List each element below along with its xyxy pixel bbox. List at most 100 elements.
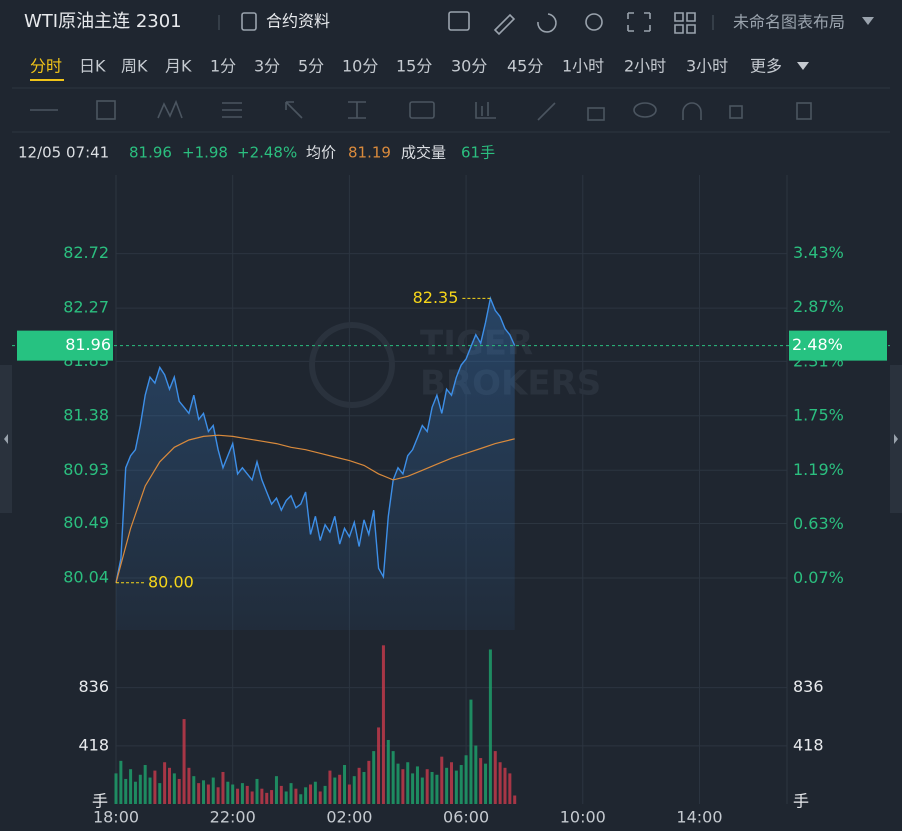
volume-bar [206, 784, 210, 804]
volume-bar [352, 776, 356, 804]
x-tick-label: 06:00 [443, 808, 489, 827]
y2-tick-label: 1.19% [793, 460, 844, 479]
volume-bar [143, 765, 147, 804]
volume-bar [202, 780, 206, 804]
timeframe-tab[interactable]: 2小时 [624, 57, 666, 76]
timeframe-tab[interactable]: 3小时 [686, 57, 728, 76]
y2-tick-label: 418 [793, 735, 824, 754]
volume-bar [133, 781, 137, 804]
volume-bar [440, 756, 444, 804]
volume-bar [367, 760, 371, 804]
info-volume: 61手 [461, 144, 495, 162]
y2-tick-label: 0.63% [793, 514, 844, 533]
timeframe-tab[interactable]: 日K [79, 57, 106, 76]
volume-bar [308, 784, 312, 804]
drawing-toolbar [30, 99, 812, 121]
timeframe-tab[interactable]: 周K [121, 57, 148, 76]
volume-bar [124, 778, 128, 804]
volume-bar [343, 765, 347, 804]
fullscreen-icon[interactable] [627, 12, 651, 32]
x-tick-label: 02:00 [326, 808, 372, 827]
rect-tool[interactable] [96, 100, 116, 120]
y-tick-label: 836 [78, 677, 109, 696]
volume-bar [163, 762, 167, 804]
timeframe-tab[interactable]: 1分 [210, 57, 236, 76]
dropdown-arrow[interactable] [862, 17, 874, 25]
average-line [115, 434, 515, 583]
delete-tool[interactable] [796, 102, 812, 120]
price-area [116, 298, 515, 630]
volume-bar [362, 771, 366, 804]
volume-bar [177, 778, 181, 804]
timeframe-tab[interactable]: 月K [165, 57, 192, 76]
volume-bar [396, 763, 400, 804]
volume-bar [377, 727, 381, 804]
active-underline [30, 79, 64, 81]
timeframe-tab[interactable]: 3分 [254, 57, 280, 76]
arrow-tool[interactable] [285, 101, 303, 119]
last-pct-label: 2.48% [792, 335, 843, 354]
measure-tool[interactable] [348, 101, 366, 119]
volume-bar [338, 774, 342, 804]
volume-bar [172, 773, 176, 804]
contract-info-button[interactable]: 合约资料 [241, 12, 330, 31]
more-arrow[interactable] [797, 62, 809, 70]
volume-bar [459, 765, 463, 804]
last-price-label: 81.96 [65, 335, 111, 354]
volume-bar [508, 773, 512, 804]
volume-bar [294, 788, 298, 804]
volume-bar [299, 794, 303, 804]
timeframe-tab[interactable]: 更多 [750, 57, 782, 76]
volume-bar [323, 785, 327, 804]
info-datetime: 12/05 07:41 [18, 144, 109, 162]
volume-bar [114, 773, 118, 804]
volume-bar [513, 795, 517, 804]
timeframe-tab[interactable]: 15分 [396, 57, 432, 76]
title: WTI原油主连 2301 [24, 11, 182, 32]
volume-bar [250, 791, 254, 804]
text-tool[interactable] [409, 101, 435, 119]
info-price: 81.96 [129, 144, 172, 162]
lock-tool[interactable] [587, 107, 605, 121]
volume-bar [236, 788, 240, 804]
info-change: +1.98 [182, 144, 228, 162]
y-tick-label: 82.27 [63, 298, 109, 317]
volume-bar [469, 699, 473, 804]
layout-icon[interactable] [674, 12, 696, 34]
timeframe-tab[interactable]: 1小时 [562, 57, 604, 76]
copy-tool[interactable] [729, 105, 743, 119]
volume-bar [484, 763, 488, 804]
timeframe-tab[interactable]: 10分 [342, 57, 378, 76]
watermark-logo [309, 322, 395, 408]
volume-bar [406, 762, 410, 804]
wave-tool[interactable] [157, 99, 183, 119]
pen-tool[interactable] [537, 102, 556, 121]
annotation-label: 82.35 [413, 288, 459, 307]
reset-icon[interactable] [537, 13, 557, 33]
chart-tool[interactable] [475, 102, 496, 119]
indicator-icon[interactable] [448, 11, 470, 31]
timeframe-tab[interactable]: 30分 [451, 57, 487, 76]
volume-bar [197, 783, 201, 804]
timeframe-tab[interactable]: 5分 [298, 57, 324, 76]
info-line: 12/05 07:41 81.96 +1.98 +2.48% 均价 81.19 … [18, 144, 495, 162]
y-unit: 手 [92, 792, 108, 811]
settings-icon[interactable] [585, 13, 603, 31]
volume-bar [464, 755, 468, 804]
timeframe-tab[interactable]: 45分 [507, 57, 543, 76]
draw-icon[interactable] [493, 13, 516, 36]
volume-bar [274, 776, 278, 804]
volume-bar [411, 773, 415, 804]
volume-bar [445, 767, 449, 804]
y-tick-label: 80.93 [63, 460, 109, 479]
y-tick-label: 80.04 [63, 567, 109, 586]
magnet-tool[interactable] [682, 102, 702, 120]
volume-bar [138, 774, 142, 804]
fib-tool[interactable] [222, 102, 242, 118]
volume-bar [289, 783, 293, 804]
eye-tool[interactable] [633, 102, 657, 118]
volume-bar [479, 758, 483, 804]
layout-name[interactable]: 未命名图表布局 [733, 13, 845, 32]
timeframe-tab[interactable]: 分时 [30, 57, 62, 76]
